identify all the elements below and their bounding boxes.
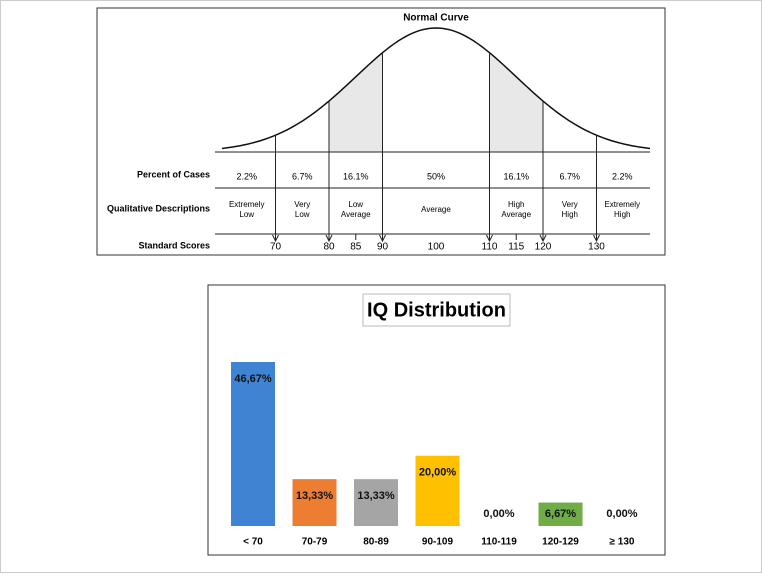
description: Low xyxy=(239,210,254,219)
description: Very xyxy=(294,200,310,209)
chart-title: IQ Distribution xyxy=(367,299,506,321)
percent: 6.7% xyxy=(559,171,580,181)
shade xyxy=(329,52,383,153)
description: Average xyxy=(421,205,451,214)
score-label: 110 xyxy=(482,242,498,253)
description: Average xyxy=(501,210,531,219)
title-box xyxy=(362,293,511,327)
percent: 50% xyxy=(427,171,445,181)
value-label: 20,00% xyxy=(419,467,457,479)
arrow xyxy=(272,234,279,243)
score-label: 100 xyxy=(428,242,445,253)
value-label: 13,33% xyxy=(357,490,395,502)
value-label: 13,33% xyxy=(296,490,334,502)
description: Extremely xyxy=(229,200,265,209)
description: Low xyxy=(295,210,310,219)
score-label: 130 xyxy=(588,242,605,253)
row-label: Percent of Cases xyxy=(137,169,210,179)
description: Extremely xyxy=(604,200,640,209)
curve xyxy=(221,27,651,150)
description: High xyxy=(508,200,524,209)
value-label: 46,67% xyxy=(234,373,272,385)
score-label: 120 xyxy=(535,242,552,253)
bar xyxy=(538,502,583,526)
score-label: 115 xyxy=(508,242,524,253)
percent: 2.2% xyxy=(236,171,257,181)
score-label: 80 xyxy=(323,242,335,253)
arrow xyxy=(593,234,600,243)
bar xyxy=(292,479,337,526)
value-label: 6,67% xyxy=(545,508,576,520)
score-label: 90 xyxy=(377,242,389,253)
x-tick-label: 70-79 xyxy=(302,537,328,548)
percent: 6.7% xyxy=(292,171,313,181)
bar xyxy=(231,362,275,526)
x-tick-label: 90-109 xyxy=(422,537,454,548)
value-label: 0,00% xyxy=(483,508,514,520)
x-tick-label: 80-89 xyxy=(363,537,389,548)
score-label: 70 xyxy=(270,242,282,253)
row-label: Qualitative Descriptions xyxy=(107,203,210,213)
description: Very xyxy=(562,200,578,209)
x-tick-label: 110-119 xyxy=(481,537,517,548)
arrow xyxy=(539,234,547,243)
description: High xyxy=(562,210,578,219)
row-label: Standard Scores xyxy=(138,240,210,250)
arrow xyxy=(325,234,333,243)
percent: 2.2% xyxy=(612,171,633,181)
shade xyxy=(489,52,543,153)
value-label: 0,00% xyxy=(606,508,637,520)
score-label: 85 xyxy=(350,242,362,253)
bar xyxy=(415,455,460,526)
x-tick-label: 120-129 xyxy=(542,537,579,548)
arrow xyxy=(486,234,493,243)
percent: 16.1% xyxy=(503,171,529,181)
description: High xyxy=(614,210,630,219)
bar xyxy=(354,479,398,526)
bar-panel xyxy=(207,284,666,556)
percent: 16.1% xyxy=(343,171,369,181)
description: Low xyxy=(348,200,363,209)
curve-title: Normal Curve xyxy=(403,13,469,24)
arrow xyxy=(379,234,386,243)
x-tick-label: ≥ 130 xyxy=(610,537,635,548)
x-tick-label: < 70 xyxy=(243,537,263,548)
description: Average xyxy=(341,210,371,219)
